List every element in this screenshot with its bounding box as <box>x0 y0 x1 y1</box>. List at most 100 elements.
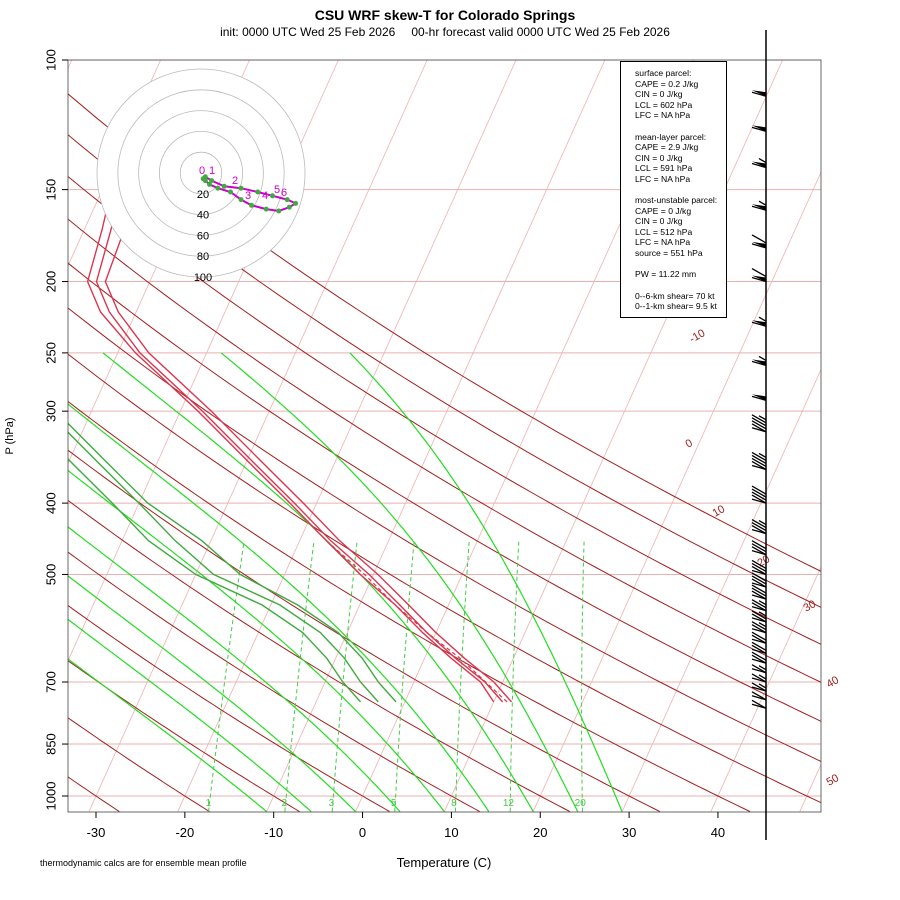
barb-flag <box>751 457 767 468</box>
wind-barb <box>751 414 767 433</box>
barb-half-flag <box>758 452 767 459</box>
barb-shaft <box>751 703 767 709</box>
mixing-ratio-line <box>581 540 585 812</box>
wind-barbs <box>751 30 767 840</box>
dry-adiabat <box>68 93 821 572</box>
dry-adiabat <box>68 307 821 762</box>
hodograph-point <box>209 178 215 184</box>
moist-adiabat <box>102 352 534 812</box>
barb-half-flag <box>758 611 767 617</box>
wind-barb <box>751 621 767 634</box>
y-tick-label: 200 <box>43 271 58 293</box>
moist-adiabat <box>68 469 445 812</box>
isotherm <box>177 60 517 812</box>
wind-barb <box>751 610 767 623</box>
barb-shaft <box>751 594 767 600</box>
wind-barb <box>751 200 767 211</box>
barb-shaft <box>751 617 767 623</box>
wind-barb <box>751 664 767 674</box>
wind-barb <box>751 90 767 97</box>
dewpoint-line <box>68 458 362 703</box>
barb-flag <box>751 451 767 462</box>
moist-adiabat <box>349 352 623 812</box>
stat-line: 0--6-km shear= 70 kt <box>635 290 715 301</box>
hodograph-ring-label: 100 <box>194 272 212 284</box>
hodograph-point <box>215 185 221 191</box>
isotherm <box>889 60 900 812</box>
stat-line: CIN = 0 J/kg <box>635 89 683 99</box>
barb-flag <box>751 485 767 495</box>
mean-layer-parcel-block: mean-layer parcel: CAPE = 2.9 J/kg CIN =… <box>635 132 726 185</box>
barb-half-flag <box>758 355 767 361</box>
moist-adiabat <box>68 658 268 812</box>
hodograph-point-label: 2 <box>232 175 238 187</box>
hodograph-point <box>238 185 244 191</box>
barb-half-flag <box>758 157 767 164</box>
barb-half-flag <box>758 665 767 671</box>
barb-shaft <box>751 569 767 576</box>
barb-shaft <box>751 628 767 634</box>
dry-adiabat-label: 50 <box>825 772 842 789</box>
barb-shaft <box>751 498 767 504</box>
barb-flag <box>751 543 767 553</box>
stat-line: PW = 11.22 mm <box>635 269 697 279</box>
x-tick-label: 20 <box>533 825 547 840</box>
hodograph-point <box>202 174 208 180</box>
dry-adiabat <box>68 175 821 645</box>
wind-barb <box>751 572 767 588</box>
y-tick-label: 700 <box>43 671 58 693</box>
hodograph-point <box>263 206 269 212</box>
barb-half-flag <box>758 600 767 606</box>
plot-frame <box>67 59 822 813</box>
hodograph-ring-label: 80 <box>197 251 209 263</box>
barb-flag <box>751 540 767 550</box>
x-tick-label: -20 <box>175 825 194 840</box>
stat-line: most-unstable parcel: <box>635 195 718 205</box>
barb-flag <box>751 559 767 570</box>
y-tick-label: 850 <box>43 733 58 755</box>
wind-barb <box>751 651 767 664</box>
hodograph-background <box>96 68 306 278</box>
hodograph-point-label: 5 <box>274 184 280 196</box>
wind-barb <box>751 157 767 169</box>
y-tick-label: 500 <box>43 564 58 586</box>
temperature-line <box>86 112 495 703</box>
isotherm <box>532 171 821 812</box>
stat-line: LFC = NA hPa <box>635 173 691 184</box>
chart-title: CSU WRF skew-T for Colorado Springs <box>314 7 576 23</box>
hodograph-point-label: 6 <box>281 187 287 199</box>
x-tick-label: 0 <box>359 825 366 840</box>
dry-adiabat-label: 40 <box>825 674 842 691</box>
hodograph-ring <box>179 151 223 195</box>
isotherm <box>621 368 821 812</box>
dry-adiabat <box>68 400 751 812</box>
hodograph-point <box>202 178 208 184</box>
mixing-ratio-label: 20 <box>575 798 587 809</box>
hodograph-point <box>284 197 290 203</box>
x-tick-label: -10 <box>264 825 283 840</box>
dewpoint-line <box>68 431 379 703</box>
wind-barb <box>751 631 767 644</box>
barb-flag <box>751 651 767 661</box>
moist-adiabat <box>68 403 490 812</box>
barb-half-flag <box>758 200 767 206</box>
barb-flag <box>751 491 767 501</box>
barb-flag <box>751 522 767 532</box>
barb-flag <box>751 267 767 278</box>
wind-barb <box>751 584 767 600</box>
stat-line: CIN = 0 J/kg <box>635 152 683 163</box>
barb-shaft <box>751 695 767 701</box>
hodograph-point-label: 3 <box>245 190 251 202</box>
valid-time: 00-hr forecast valid 0000 UTC Wed 25 Feb… <box>411 25 670 39</box>
y-tick-label: 250 <box>43 342 58 364</box>
barb-shaft <box>751 528 767 535</box>
barb-shaft <box>751 427 767 433</box>
barb-flag <box>751 599 767 609</box>
dry-adiabat <box>68 134 821 608</box>
y-tick-label: 400 <box>43 492 58 514</box>
dry-adiabat <box>68 449 661 812</box>
x-tick-label: 40 <box>711 825 725 840</box>
mixing-ratio-line <box>394 540 415 812</box>
surface-parcel-block: surface parcel: CAPE = 0.2 J/kg CIN = 0 … <box>635 68 726 121</box>
